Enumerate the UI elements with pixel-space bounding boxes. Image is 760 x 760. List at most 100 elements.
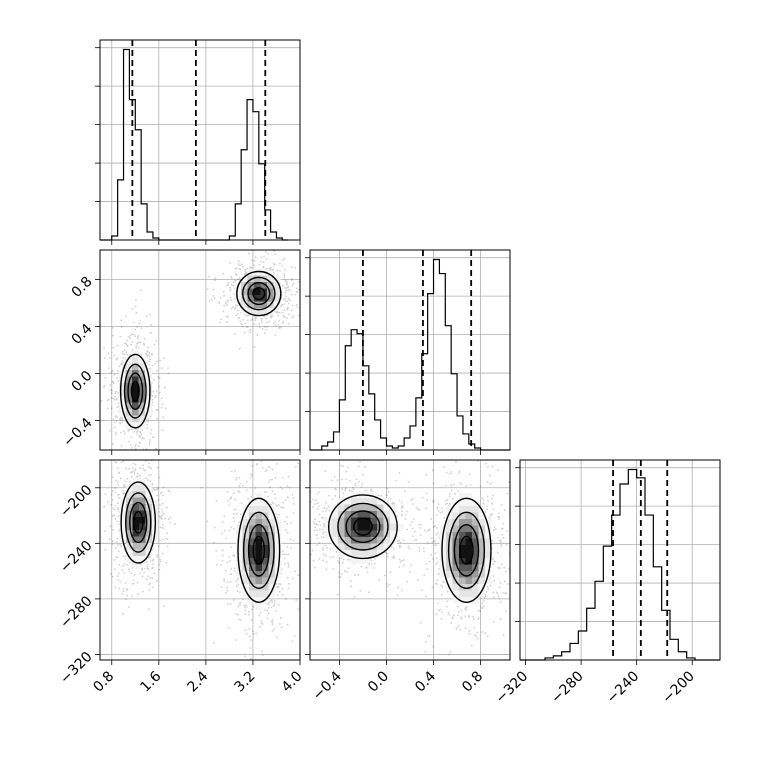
sample-point <box>112 470 114 472</box>
sample-point <box>285 529 287 531</box>
sample-point <box>121 420 124 423</box>
density-cells <box>235 492 282 611</box>
sample-point <box>317 454 319 456</box>
sample-point <box>249 657 252 660</box>
sample-point <box>135 311 138 314</box>
sample-point <box>425 507 428 510</box>
density-cell <box>132 516 140 524</box>
sample-point <box>114 491 117 494</box>
sample-point <box>450 489 453 492</box>
sample-point <box>359 589 362 592</box>
sample-point <box>506 530 509 533</box>
density-cell <box>390 504 397 512</box>
sample-point <box>364 489 367 492</box>
density-cell <box>261 551 269 559</box>
contour-line <box>119 353 151 429</box>
sample-point <box>282 553 285 556</box>
density-cell <box>145 490 153 498</box>
sample-point <box>157 453 159 455</box>
sample-point <box>402 539 405 542</box>
density-cell <box>255 590 263 598</box>
sample-point <box>481 606 483 609</box>
sample-point <box>286 623 289 626</box>
sample-point <box>460 483 463 486</box>
sample-point <box>123 484 126 486</box>
sample-point <box>162 486 165 489</box>
sample-point <box>453 614 456 617</box>
sample-point <box>155 369 158 372</box>
sample-point <box>314 526 316 529</box>
sample-point <box>240 502 243 505</box>
density-cell <box>125 523 133 531</box>
sample-point <box>120 326 123 328</box>
sample-point <box>116 556 119 559</box>
sample-point <box>121 417 124 420</box>
sample-point <box>145 353 148 356</box>
sample-point <box>267 606 270 609</box>
sample-point <box>418 523 421 526</box>
density-cell <box>458 492 466 500</box>
sample-point <box>387 490 390 493</box>
density-cell <box>145 497 153 505</box>
density-cell <box>145 389 152 397</box>
sample-point <box>486 585 489 588</box>
sample-point <box>139 474 141 477</box>
sample-point <box>150 332 152 334</box>
density-cell <box>268 570 276 578</box>
density-cell <box>132 376 139 384</box>
density-cell <box>240 308 248 315</box>
sample-point <box>121 418 124 421</box>
sample-point <box>499 567 501 570</box>
sample-point <box>151 394 154 397</box>
sample-point <box>400 507 403 510</box>
sample-point <box>127 470 129 472</box>
sample-point <box>475 635 477 638</box>
sample-point <box>144 567 146 570</box>
sample-point <box>215 549 218 552</box>
sample-point <box>444 503 447 506</box>
sample-point <box>297 574 299 577</box>
sample-point <box>245 481 248 483</box>
sample-point <box>230 526 233 529</box>
sample-point <box>138 572 141 575</box>
density-cell <box>119 409 126 416</box>
density-cell <box>364 537 371 544</box>
density-cell <box>364 556 371 564</box>
sample-point <box>400 589 403 592</box>
sample-point <box>235 585 238 587</box>
sample-point <box>496 536 499 539</box>
sample-point <box>146 350 149 353</box>
sample-point <box>281 476 284 479</box>
sample-point <box>497 595 500 597</box>
sample-point <box>112 529 114 531</box>
sample-point <box>302 295 304 297</box>
sample-point <box>269 599 272 602</box>
sample-point <box>157 499 160 502</box>
sample-point <box>330 479 333 482</box>
sample-point <box>288 322 290 325</box>
sample-point <box>116 406 119 409</box>
sample-point <box>117 578 119 581</box>
sample-point <box>239 482 242 485</box>
sample-point <box>103 530 106 533</box>
sample-point <box>116 416 118 419</box>
sample-point <box>291 304 294 307</box>
sample-point <box>116 537 119 540</box>
sample-point <box>127 430 130 432</box>
sample-point <box>323 531 325 534</box>
sample-point <box>112 454 114 456</box>
sample-point <box>294 466 297 468</box>
sample-point <box>95 376 97 378</box>
sample-point <box>495 445 497 447</box>
density-cell <box>370 530 378 538</box>
sample-point <box>220 564 222 567</box>
density-cell <box>478 570 486 578</box>
sample-point <box>240 323 243 325</box>
sample-point <box>146 565 149 568</box>
sample-point <box>149 422 151 424</box>
density-cell <box>240 301 248 309</box>
sample-point <box>113 514 116 517</box>
sample-point <box>341 488 344 490</box>
grid <box>310 250 510 450</box>
sample-point <box>472 615 475 618</box>
